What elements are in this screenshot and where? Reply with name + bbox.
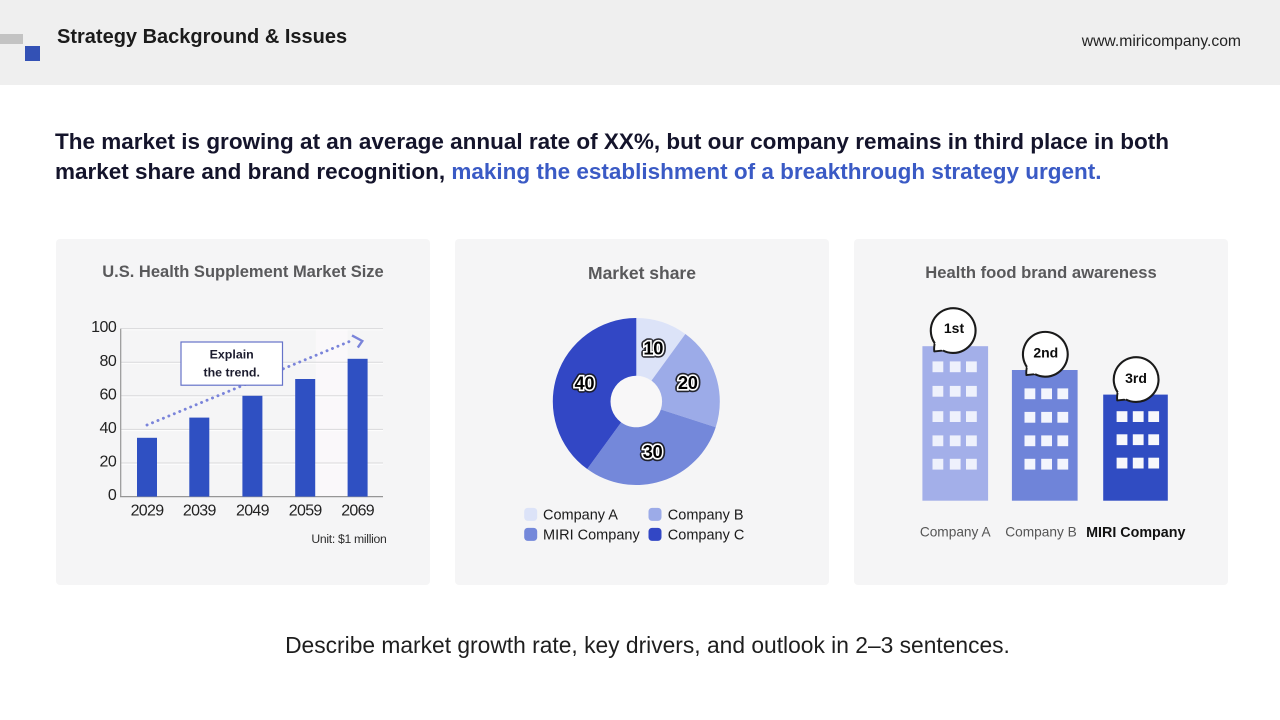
svg-text:40: 40 [575,373,595,394]
svg-text:Company B: Company B [1005,525,1077,540]
svg-text:2069: 2069 [341,503,375,520]
svg-text:2029: 2029 [131,503,165,520]
svg-text:2049: 2049 [236,503,270,520]
svg-text:MIRI Company: MIRI Company [1086,525,1185,541]
svg-text:Company A: Company A [543,507,618,523]
svg-text:30: 30 [643,441,663,462]
svg-text:Explain: Explain [210,348,254,362]
svg-text:20: 20 [678,372,698,393]
svg-text:2059: 2059 [289,503,323,520]
svg-text:40: 40 [100,420,117,437]
svg-text:30: 30 [643,441,663,462]
svg-text:20: 20 [100,454,117,471]
svg-text:20: 20 [678,372,698,393]
svg-text:40: 40 [575,373,595,394]
svg-text:3rd: 3rd [1125,370,1147,386]
svg-text:80: 80 [100,353,117,370]
svg-text:Company B: Company B [668,507,744,523]
svg-text:10: 10 [643,337,663,358]
svg-text:Unit: $1 million: Unit: $1 million [311,532,386,546]
svg-text:2039: 2039 [183,503,217,520]
svg-text:1st: 1st [944,320,965,336]
svg-text:0: 0 [108,487,117,504]
svg-text:60: 60 [100,386,117,403]
svg-text:the trend.: the trend. [203,366,259,380]
svg-text:10: 10 [643,337,663,358]
svg-text:Company C: Company C [668,527,745,543]
svg-text:100: 100 [91,319,117,336]
svg-text:2nd: 2nd [1033,344,1058,360]
svg-text:MIRI Company: MIRI Company [543,527,640,543]
svg-text:Company A: Company A [920,525,992,540]
